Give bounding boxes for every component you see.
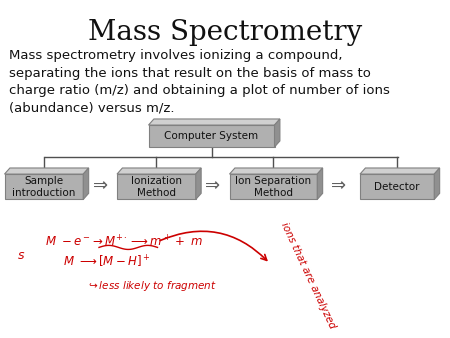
Text: $M\ -e^-\!\rightarrow M^{+\cdot}\longrightarrow m^+ +\ m$: $M\ -e^-\!\rightarrow M^{+\cdot}\longrig… xyxy=(45,234,203,249)
Text: Computer System: Computer System xyxy=(164,131,259,141)
Text: Ion Separation
Method: Ion Separation Method xyxy=(235,176,311,197)
Text: $\hookrightarrow less\ likely\ to\ fragment$: $\hookrightarrow less\ likely\ to\ fragm… xyxy=(86,279,216,293)
Text: ions that are analyzed: ions that are analyzed xyxy=(279,221,337,330)
Polygon shape xyxy=(196,168,201,199)
Text: Ionization
Method: Ionization Method xyxy=(131,176,182,197)
Polygon shape xyxy=(360,174,434,199)
Text: ⇒: ⇒ xyxy=(331,177,346,196)
Text: Sample
introduction: Sample introduction xyxy=(12,176,76,197)
Text: ⇒: ⇒ xyxy=(93,177,108,196)
Polygon shape xyxy=(434,168,440,199)
Polygon shape xyxy=(230,168,323,174)
Text: Mass spectrometry involves ionizing a compound,
separating the ions that result : Mass spectrometry involves ionizing a co… xyxy=(9,49,390,115)
Polygon shape xyxy=(117,174,196,199)
Polygon shape xyxy=(83,168,89,199)
Polygon shape xyxy=(274,119,280,147)
Polygon shape xyxy=(230,174,317,199)
Polygon shape xyxy=(4,174,83,199)
Polygon shape xyxy=(317,168,323,199)
Text: s: s xyxy=(18,249,24,262)
Text: Detector: Detector xyxy=(374,182,420,192)
Text: $M\ \longrightarrow [M-H]^+$: $M\ \longrightarrow [M-H]^+$ xyxy=(63,254,151,270)
Text: ⇒: ⇒ xyxy=(205,177,220,196)
Polygon shape xyxy=(117,168,201,174)
Polygon shape xyxy=(148,125,274,147)
Polygon shape xyxy=(148,119,280,125)
Polygon shape xyxy=(360,168,440,174)
Polygon shape xyxy=(4,168,89,174)
Text: Mass Spectrometry: Mass Spectrometry xyxy=(88,19,362,46)
